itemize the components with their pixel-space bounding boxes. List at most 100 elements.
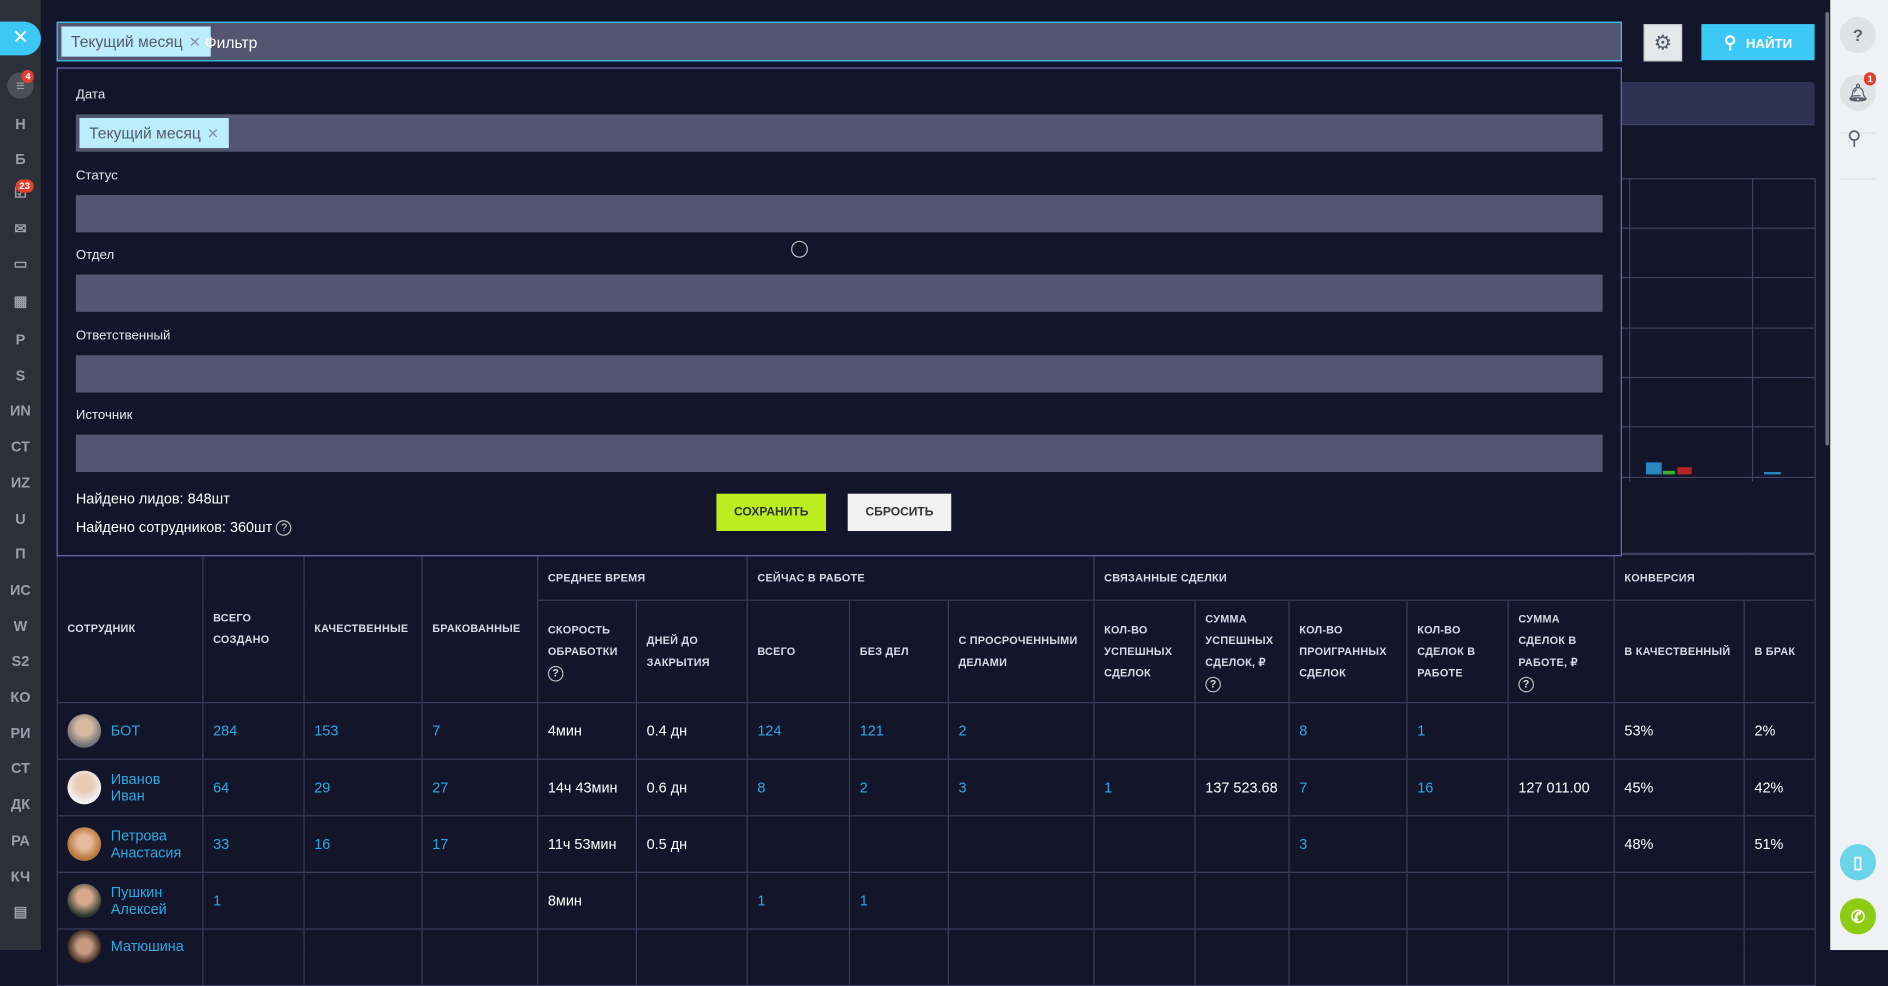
phone-icon[interactable]: ✆ bbox=[1839, 898, 1876, 935]
bell-icon[interactable]: 🔔︎ 1 bbox=[1839, 72, 1877, 111]
sidebar-item[interactable]: ИZ bbox=[10, 474, 31, 492]
table-cell[interactable]: 1 bbox=[1406, 701, 1509, 760]
find-button[interactable]: ⚲ НАЙТИ bbox=[1701, 24, 1815, 61]
table-cell[interactable]: 1 bbox=[1093, 758, 1196, 817]
col-sub: Кол-во сделок в работе bbox=[1406, 599, 1509, 704]
col-sub: С просроченными делами bbox=[947, 599, 1095, 704]
scrollbar[interactable] bbox=[1825, 12, 1830, 446]
filter-tag[interactable]: Текущий месяц ✕ bbox=[79, 118, 229, 149]
table-cell bbox=[635, 871, 748, 930]
sidebar-item[interactable]: Р bbox=[15, 331, 26, 348]
filter-field[interactable] bbox=[75, 434, 1603, 473]
calendar-icon[interactable]: ▦ bbox=[13, 292, 28, 310]
sidebar-item[interactable]: РИ bbox=[10, 724, 31, 742]
table-cell[interactable]: 7 bbox=[421, 701, 539, 760]
help-icon[interactable]: ? bbox=[1205, 676, 1221, 693]
loading-spinner bbox=[791, 240, 808, 258]
settings-button[interactable]: ⚙ bbox=[1643, 24, 1683, 62]
chart-gridline bbox=[1621, 426, 1815, 428]
table-cell bbox=[421, 871, 539, 930]
table-cell[interactable]: 16 bbox=[1406, 758, 1509, 817]
reset-button[interactable]: СБРОСИТЬ bbox=[847, 493, 952, 532]
table-cell[interactable]: 8 bbox=[746, 758, 851, 817]
sidebar-item[interactable]: СТ bbox=[11, 760, 30, 778]
filter-field[interactable] bbox=[75, 354, 1603, 392]
filter-badge: 4 bbox=[21, 69, 35, 84]
document-icon[interactable]: ▤ bbox=[13, 903, 28, 920]
filter-icon[interactable]: ≡ 4 bbox=[0, 69, 41, 99]
sidebar-item[interactable]: ДК bbox=[10, 796, 31, 813]
table-cell bbox=[947, 815, 1095, 873]
close-icon[interactable]: ✕ bbox=[0, 21, 41, 56]
employee-link[interactable]: Иванов Иван bbox=[110, 770, 161, 805]
table-cell: 11ч 53мин bbox=[537, 815, 637, 873]
sidebar-item[interactable]: СТ bbox=[11, 438, 30, 456]
table-cell[interactable]: 3 bbox=[1288, 815, 1408, 873]
sidebar-item[interactable]: ИС bbox=[10, 581, 31, 599]
sidebar-item[interactable]: КЧ bbox=[10, 867, 31, 885]
table-cell[interactable]: 64 bbox=[202, 758, 305, 817]
table-cell[interactable]: 284 bbox=[202, 701, 305, 760]
sidebar-item[interactable]: КО bbox=[10, 688, 31, 706]
table-cell[interactable]: 1 bbox=[746, 871, 851, 930]
help-icon[interactable]: ? bbox=[276, 520, 292, 537]
table-cell bbox=[848, 815, 949, 873]
table-cell[interactable]: 33 bbox=[202, 815, 305, 873]
sidebar-item[interactable]: П bbox=[15, 545, 26, 563]
tasks-icon[interactable]: ☑ 23 bbox=[0, 179, 41, 201]
mobile-icon[interactable]: ▯ bbox=[1839, 844, 1876, 881]
table-cell[interactable]: 153 bbox=[303, 701, 423, 760]
table-cell[interactable]: 2 bbox=[947, 701, 1095, 760]
table-row: Иванов Иван 64 29 27 14ч 43мин 0.6 дн 8 2 3 1 137 … bbox=[56, 758, 1816, 817]
sidebar-item[interactable]: S2 bbox=[11, 652, 30, 670]
chart-gridline bbox=[1621, 376, 1815, 379]
table-cell bbox=[1613, 871, 1745, 930]
filter-tag[interactable]: Текущий месяц ✕ bbox=[61, 26, 211, 57]
col-total: Всего создано bbox=[202, 553, 305, 704]
table-cell[interactable]: 1 bbox=[848, 871, 949, 930]
filter-field[interactable]: Текущий месяц ✕ bbox=[75, 114, 1603, 152]
table-cell[interactable]: 29 bbox=[303, 758, 423, 817]
search-icon: ⚲ bbox=[1723, 32, 1737, 52]
table-cell[interactable]: 7 bbox=[1288, 758, 1408, 817]
table-cell[interactable]: 3 bbox=[947, 758, 1095, 817]
table-cell bbox=[1093, 871, 1196, 930]
sidebar-item[interactable]: РА bbox=[11, 831, 30, 849]
filter-field[interactable] bbox=[75, 194, 1603, 232]
employee-link[interactable]: БОТ bbox=[110, 722, 141, 740]
remove-tag-icon[interactable]: ✕ bbox=[206, 125, 219, 143]
table-cell[interactable]: 16 bbox=[303, 815, 423, 873]
sidebar-item[interactable]: ИN bbox=[10, 402, 31, 420]
table-cell[interactable]: 124 bbox=[746, 701, 851, 760]
sidebar-item[interactable]: W bbox=[13, 617, 28, 635]
filter-field[interactable] bbox=[75, 274, 1603, 312]
help-icon[interactable]: ? bbox=[1839, 16, 1876, 53]
col-quality: Качественные bbox=[303, 553, 423, 704]
table-cell bbox=[1613, 928, 1745, 986]
help-icon[interactable]: ? bbox=[547, 666, 564, 682]
table-cell[interactable]: 27 bbox=[421, 758, 539, 817]
table-cell bbox=[947, 871, 1095, 930]
table-cell[interactable]: 17 bbox=[421, 815, 539, 873]
mail-icon[interactable]: ✉ bbox=[14, 220, 27, 238]
sidebar-item[interactable]: U bbox=[15, 509, 26, 527]
table-cell[interactable]: 1 bbox=[202, 871, 305, 930]
table-cell[interactable]: 121 bbox=[848, 701, 949, 760]
help-icon[interactable]: ? bbox=[1518, 676, 1535, 693]
search-icon[interactable]: ⚲ bbox=[1847, 128, 1862, 150]
employee-link[interactable]: Матюшина bbox=[110, 937, 184, 955]
employee-link[interactable]: Пушкин Алексей bbox=[110, 883, 167, 918]
filter-search-bar[interactable]: Текущий месяц ✕ Фильтр bbox=[56, 21, 1622, 62]
table-cell[interactable]: 8 bbox=[1288, 701, 1408, 760]
table-cell: 51% bbox=[1743, 815, 1816, 873]
search-input[interactable]: Фильтр bbox=[204, 33, 258, 52]
table-row: Пушкин Алексей 1 8мин 1 1 bbox=[56, 871, 1816, 930]
drive-icon[interactable]: ▭ bbox=[13, 255, 28, 273]
save-button[interactable]: СОХРАНИТЬ bbox=[716, 493, 827, 532]
employee-link[interactable]: Петрова Анастасия bbox=[110, 827, 182, 861]
table-cell[interactable]: 2 bbox=[848, 758, 949, 817]
sidebar-item-n[interactable]: Н bbox=[15, 115, 26, 133]
sidebar-item[interactable]: S bbox=[15, 366, 26, 384]
sidebar-item-b[interactable]: Б bbox=[15, 150, 26, 168]
remove-tag-icon[interactable]: ✕ bbox=[188, 33, 201, 51]
